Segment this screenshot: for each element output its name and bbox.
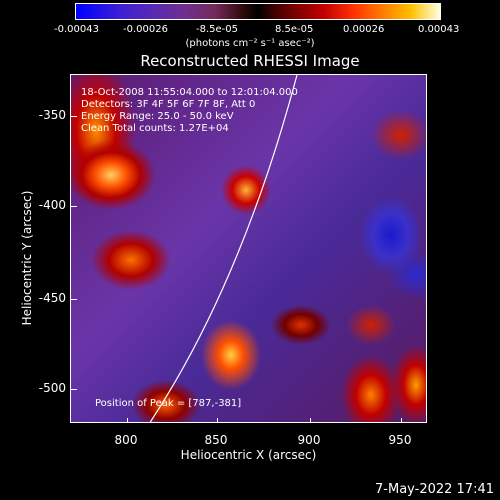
colorbar-tick: -0.00026	[123, 24, 168, 35]
x-axis-label: Heliocentric X (arcsec)	[180, 448, 317, 462]
colorbar-units: (photons cm⁻² s⁻¹ asec⁻²)	[185, 38, 315, 49]
energy-range-annotation: Energy Range: 25.0 - 50.0 keV	[81, 111, 234, 122]
colorbar-tick: 8.5e-05	[275, 24, 314, 35]
x-tick-label: 900	[297, 433, 321, 447]
x-tick-label: 800	[114, 433, 138, 447]
peak-position-annotation: Position of Peak = [787,-381]	[95, 398, 242, 409]
plot-timestamp: 7-May-2022 17:41	[375, 482, 494, 497]
solar-limb-line	[149, 75, 298, 422]
colorbar	[75, 3, 441, 20]
y-tick-label: -500	[38, 381, 66, 395]
colorbar-tick: 0.00043	[418, 24, 460, 35]
clean-counts-annotation: Clean Total counts: 1.27E+04	[81, 123, 229, 134]
x-tick-label: 950	[388, 433, 412, 447]
colorbar-tick: -0.00043	[54, 24, 99, 35]
plot-title: Reconstructed RHESSI Image	[140, 52, 360, 70]
colorbar-tick: 0.00026	[343, 24, 385, 35]
colorbar-tick: -8.5e-05	[196, 24, 238, 35]
x-tick-label: 850	[204, 433, 228, 447]
y-tick-label: -450	[38, 291, 66, 305]
y-tick-label: -400	[38, 198, 66, 212]
y-axis-label: Heliocentric Y (arcsec)	[20, 190, 34, 326]
time-range-annotation: 18-Oct-2008 11:55:04.000 to 12:01:04.000	[81, 87, 298, 98]
detectors-annotation: Detectors: 3F 4F 5F 6F 7F 8F, Att 0	[81, 99, 256, 110]
y-tick-label: -350	[38, 108, 66, 122]
rhessi-image: 18-Oct-2008 11:55:04.000 to 12:01:04.000…	[70, 74, 427, 423]
